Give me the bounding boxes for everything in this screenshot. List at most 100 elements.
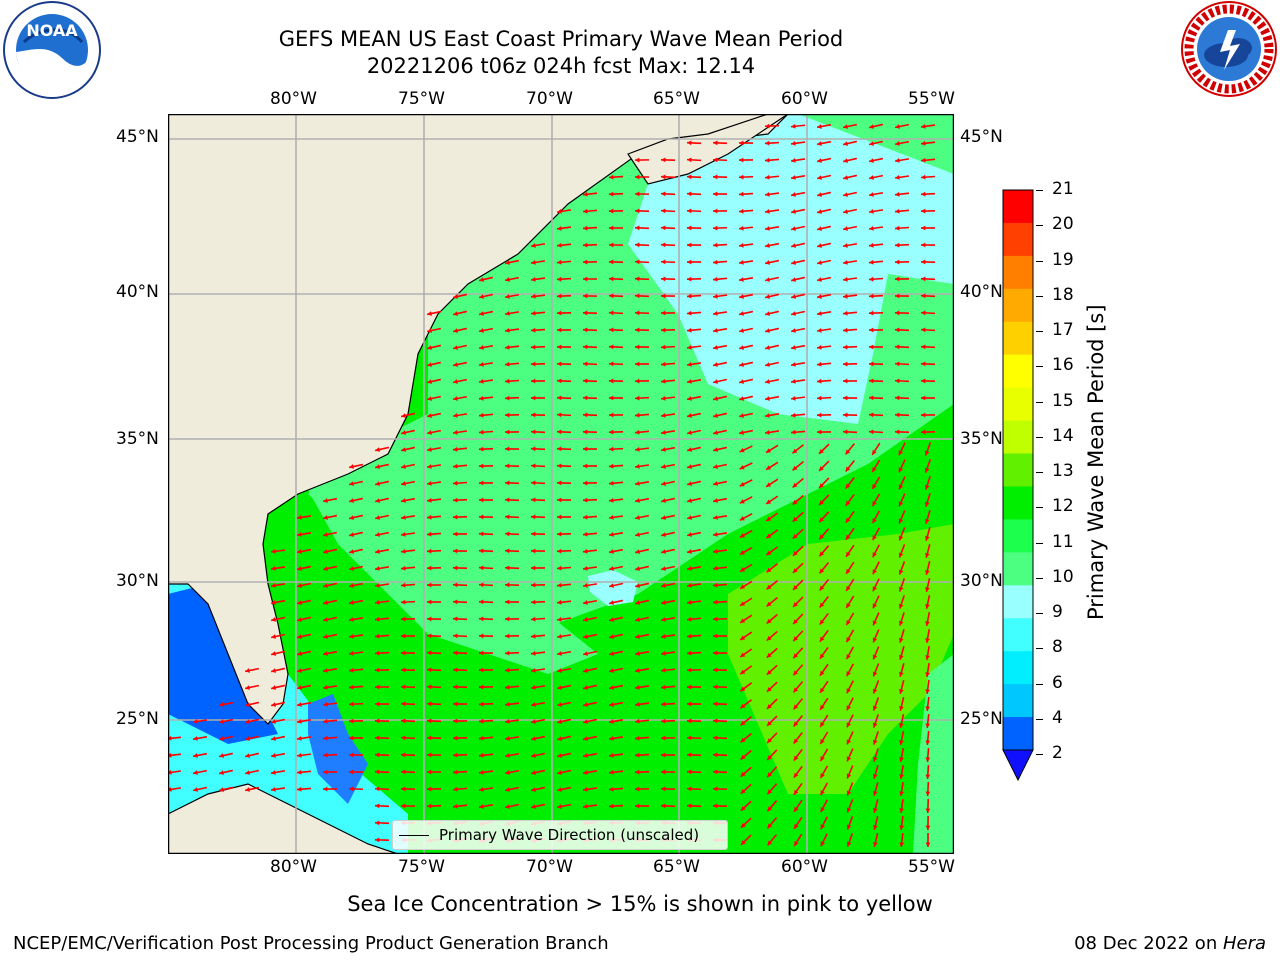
wave-arrow (868, 412, 884, 418)
wave-arrow (764, 191, 780, 197)
wave-arrow (478, 378, 494, 384)
wave-arrow (766, 698, 778, 710)
wave-arrow (790, 327, 806, 333)
wave-arrow (504, 293, 520, 299)
wave-arrow (270, 566, 286, 571)
colorbar-swatch (1003, 618, 1033, 652)
lat-tick-right-35n: 35°N (960, 429, 1003, 449)
wave-arrow (374, 566, 390, 571)
wave-arrow (426, 310, 442, 316)
wave-arrow (322, 769, 338, 775)
wave-arrow (844, 443, 856, 455)
wave-arrow (374, 599, 390, 605)
colorbar-tick-mark (1036, 613, 1043, 614)
wave-arrow (608, 633, 624, 639)
wave-arrow (634, 685, 650, 690)
wave-arrow (452, 769, 468, 775)
wave-arrow (790, 259, 806, 265)
wave-arrow (924, 527, 931, 541)
wave-arrow (660, 276, 676, 282)
wave-arrow (712, 497, 728, 503)
wave-arrow (764, 242, 780, 248)
wave-arrow (348, 514, 364, 520)
wave-arrow (374, 497, 390, 503)
wave-arrow (898, 493, 906, 507)
wave-arrow (608, 310, 624, 316)
wave-arrow (766, 749, 778, 761)
wave-arrow (793, 833, 803, 847)
wave-arrow (920, 191, 936, 197)
wave-arrow (920, 344, 936, 350)
colorbar-tick-label: 2 (1052, 743, 1063, 763)
colorbar-tick-mark (1036, 190, 1043, 191)
wave-arrow (660, 378, 676, 384)
wave-arrow (530, 565, 546, 571)
wave-arrow (452, 565, 468, 571)
wave-arrow (400, 480, 416, 486)
wave-arrow (898, 459, 906, 473)
zone-9-10-east (913, 654, 954, 854)
wave-arrow (634, 208, 650, 214)
wave-arrow (322, 616, 338, 622)
wave-arrow (660, 701, 676, 707)
wave-arrow (556, 786, 572, 792)
wave-arrow (582, 463, 598, 469)
wave-arrow (792, 528, 804, 540)
zone-8-9-small (588, 570, 638, 606)
lon-tick-bottom-70w: 70°W (526, 857, 573, 877)
wave-arrow (426, 481, 442, 486)
wave-arrow (582, 412, 598, 418)
wave-arrow (504, 582, 520, 588)
wave-arrow (845, 527, 855, 541)
wave-arrow (270, 684, 286, 690)
wave-arrow (660, 599, 676, 605)
wave-arrow (556, 310, 572, 316)
wave-arrow (556, 769, 572, 775)
wave-arrow (766, 817, 778, 829)
wave-arrow (660, 463, 676, 469)
wave-arrow (426, 361, 442, 367)
wave-arrow (244, 752, 260, 758)
wave-arrow (582, 514, 598, 520)
wave-arrow (582, 497, 598, 503)
wave-arrow (634, 395, 650, 401)
wave-arrow (426, 616, 442, 622)
wave-arrow (270, 770, 286, 775)
wave-arrow (244, 769, 260, 775)
wave-arrow (898, 442, 906, 456)
wave-arrow (790, 242, 806, 248)
wave-arrow (686, 276, 702, 282)
wave-arrow (793, 799, 803, 813)
wave-arrow (686, 293, 702, 299)
wave-arrow (426, 735, 442, 741)
wave-arrow (530, 685, 546, 690)
wave-arrow (925, 628, 931, 644)
wave-arrow (816, 344, 832, 350)
wave-arrow (868, 361, 884, 367)
zone-12-13 (728, 524, 954, 794)
colorbar-tick-label: 4 (1052, 707, 1063, 728)
lon-tick-top-55w: 55°W (908, 89, 955, 109)
wave-arrow (846, 799, 854, 813)
wave-arrow (478, 362, 494, 367)
wave-arrow (504, 616, 520, 622)
wave-arrow (925, 696, 931, 712)
wave-arrow (608, 344, 624, 350)
wave-arrow (322, 752, 338, 758)
wave-arrow (660, 480, 676, 486)
wave-arrow (348, 786, 364, 792)
wave-arrow (582, 803, 598, 809)
wave-arrow (322, 531, 338, 537)
wave-arrow (686, 667, 702, 673)
wave-arrow (660, 752, 676, 758)
wave-arrow (846, 833, 854, 847)
wave-arrow (792, 647, 804, 659)
wave-arrow (530, 531, 546, 537)
wave-arrow (374, 667, 390, 673)
wave-arrow (608, 395, 624, 401)
lon-tick-top-75w: 75°W (398, 89, 445, 109)
wave-arrow (504, 327, 520, 333)
wave-arrow (712, 480, 728, 486)
wave-arrow (868, 225, 884, 231)
wave-arrow (925, 561, 931, 575)
